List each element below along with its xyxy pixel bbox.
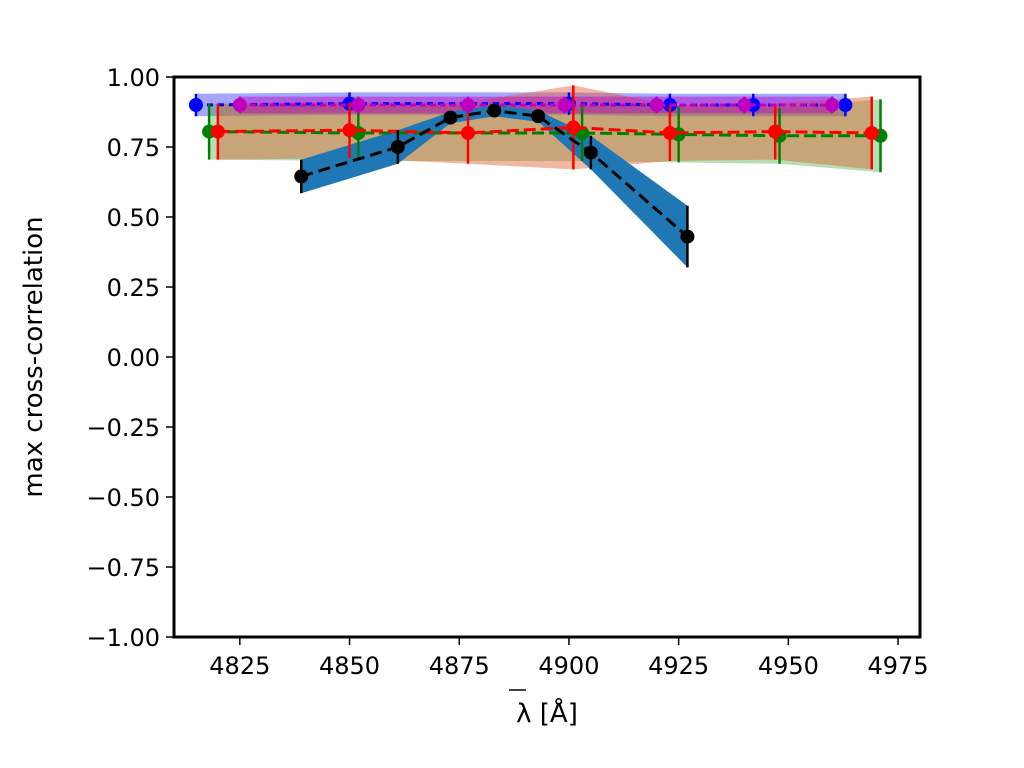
y-tick-label: 0.75: [107, 134, 160, 162]
data-point: [188, 98, 203, 112]
data-point: [443, 110, 458, 125]
y-tick-label: −0.25: [86, 414, 160, 442]
data-point: [737, 98, 752, 112]
data-point: [294, 169, 309, 184]
confidence-band: [239, 96, 833, 114]
data-point: [583, 145, 598, 160]
data-point: [557, 98, 572, 112]
y-axis-label: max cross-correlation: [19, 216, 49, 497]
data-point: [680, 229, 695, 244]
data-point: [531, 109, 546, 124]
data-point: [487, 103, 502, 118]
y-tick-label: −0.50: [86, 484, 160, 512]
x-tick-label: 4925: [648, 652, 709, 680]
data-point: [768, 124, 783, 139]
x-axis-label: λ [Å]: [516, 697, 578, 729]
series-line: [195, 102, 846, 107]
data-point: [662, 126, 677, 140]
x-tick-label: 4900: [538, 652, 599, 680]
data-point: [390, 140, 405, 154]
data-point: [342, 123, 357, 138]
y-axis: −1.00 −0.75 −0.50 −0.25 0.00 0.25 0.50 0.75 1.00: [86, 64, 174, 652]
data-point: [210, 124, 225, 139]
series-line: [209, 130, 881, 138]
data-point: [351, 98, 366, 112]
data-point: [825, 98, 840, 112]
y-tick-label: 0.00: [107, 344, 160, 372]
y-tick-label: 1.00: [107, 64, 160, 92]
data-point: [566, 120, 581, 135]
x-tick-label: 4850: [319, 652, 380, 680]
x-tick-label: 4975: [868, 652, 929, 680]
y-tick-label: 0.25: [107, 274, 160, 302]
x-tick-label: 4875: [429, 652, 490, 680]
x-tick-label: 4950: [758, 652, 819, 680]
data-point: [649, 98, 664, 112]
x-axis: 4825 4850 4875 4900 4925 4950 4975: [209, 637, 929, 680]
y-tick-label: −1.00: [86, 624, 160, 652]
data-point: [232, 98, 247, 112]
data-point: [864, 126, 879, 140]
plot-area: [188, 85, 888, 268]
data-point: [461, 98, 476, 112]
x-tick-label: 4825: [209, 652, 270, 680]
data-point: [838, 98, 853, 112]
y-tick-label: 0.50: [107, 204, 160, 232]
y-tick-label: −0.75: [86, 554, 160, 582]
data-point: [461, 126, 476, 140]
